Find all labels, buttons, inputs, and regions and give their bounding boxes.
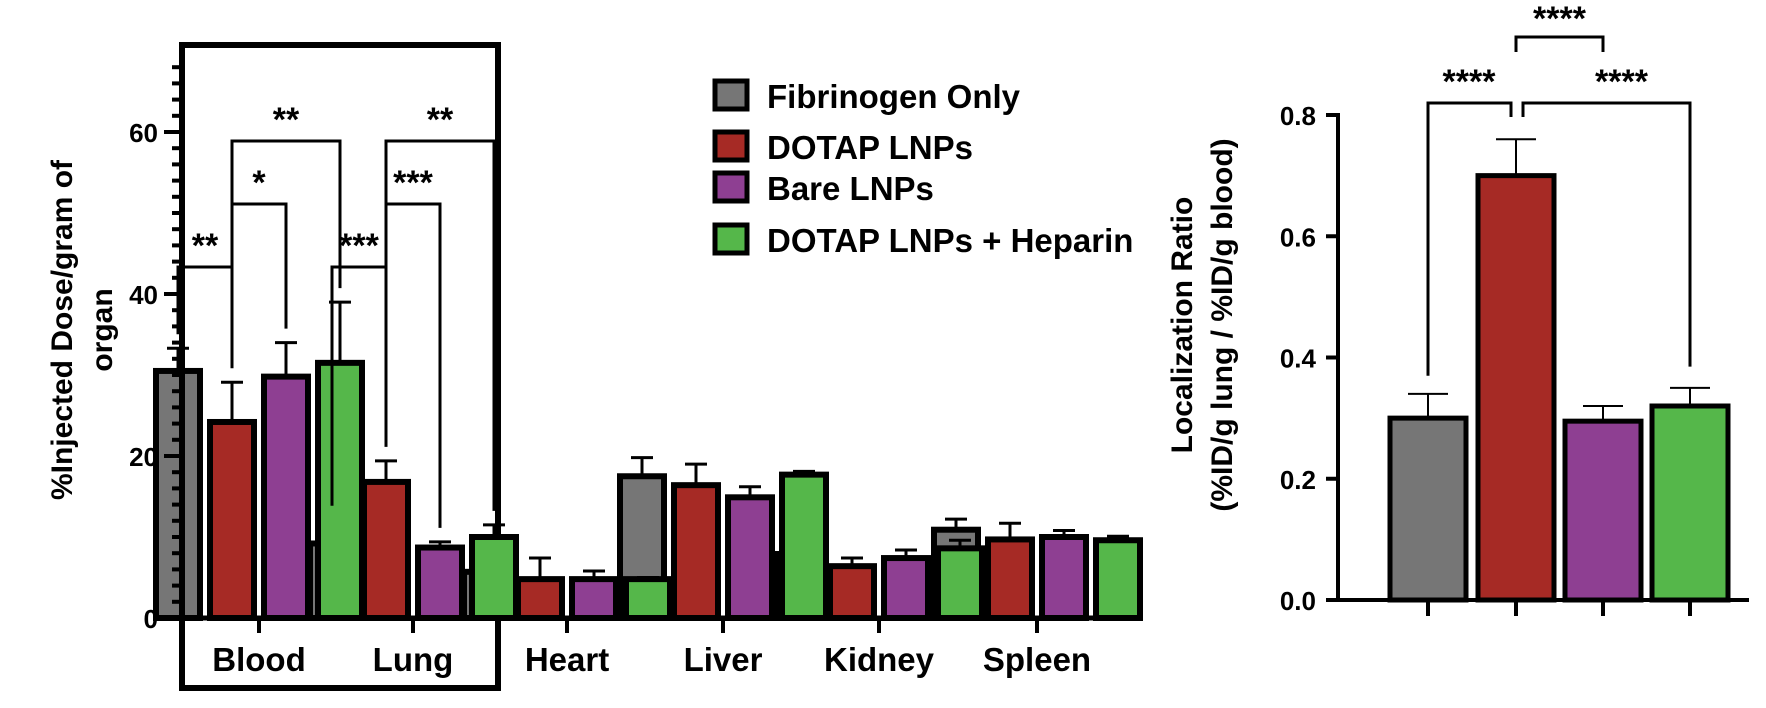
y-axis-title-line2: organ [86,288,119,371]
legend-swatch [712,78,750,112]
bar [569,576,619,621]
x-tick-label: Blood [212,641,305,678]
bar [779,471,829,621]
y-tick-label: 0.6 [1280,222,1316,252]
bar [1387,415,1469,603]
significance-bracket [1426,101,1513,376]
legend-label: Bare LNPs [767,170,934,207]
legend-label: DOTAP LNPs + Heparin [767,222,1133,259]
significance-label: * [252,164,266,202]
bar [1562,418,1644,603]
bar [153,367,203,622]
bar [207,418,257,622]
significance-label: *** [393,164,433,202]
legend-label: Fibrinogen Only [767,78,1021,115]
significance-label: **** [1595,63,1649,101]
bar [315,359,365,621]
significance-bracket [384,139,496,511]
bar [1039,534,1089,621]
x-tick-label: Liver [684,641,763,678]
x-tick-label: Heart [525,641,609,678]
bar [985,536,1035,621]
bar [515,576,565,621]
y-axis-title-line1: %Injected Dose/gram of [46,159,79,500]
legend-swatch [712,222,750,256]
y-tick-label: 0.2 [1280,465,1316,495]
significance-label: **** [1533,0,1587,38]
legend-label: DOTAP LNPs [767,129,973,166]
legend-swatch [712,170,750,204]
y-tick-label: 20 [129,442,158,472]
bar [935,545,985,622]
bar [261,373,311,621]
significance-label: *** [339,227,379,265]
legend-swatch [712,129,750,163]
bar [881,555,931,621]
significance-bracket [330,265,388,506]
y-tick-label: 40 [129,280,158,310]
bar [725,494,775,621]
bar [1093,537,1143,621]
bar [415,544,465,622]
y-axis-title-line2: (%ID/g lung / %ID/g blood) [1206,138,1239,511]
significance-bracket [384,202,442,528]
bar [623,576,673,621]
y-tick-label: 60 [129,118,158,148]
significance-bracket [1521,101,1692,367]
bar [1649,403,1731,603]
y-tick-label: 0 [144,604,158,634]
y-tick-label: 0.8 [1280,101,1316,131]
bar [469,534,519,621]
bar [671,482,721,621]
significance-bracket [230,139,342,289]
significance-label: ** [192,227,219,265]
y-axis-title-line1: Localization Ratio [1166,197,1199,454]
x-tick-label: Lung [373,641,454,678]
x-tick-label: Spleen [983,641,1091,678]
y-tick-label: 0.0 [1280,586,1316,616]
significance-label: ** [427,101,454,139]
x-tick-label: Kidney [824,641,935,678]
significance-label: ** [273,101,300,139]
bar [1475,173,1557,603]
significance-bracket [230,202,288,329]
localization-ratio-chart: 0.0 0.2 0.4 0.6 0.8 Localization Ratio (%ID/g … [1166,0,1749,616]
y-tick-label: 0.4 [1280,344,1317,374]
organ-distribution-chart: 0 20 40 60 Blood Lung Heart Liver Kidney Spleen %I… [46,42,1143,691]
significance-label: **** [1443,63,1497,101]
legend: Fibrinogen Only DOTAP LNPs Bare LNPs DOTAP … [712,78,1133,259]
significance-bracket [1514,35,1605,52]
bar [361,478,411,622]
bar [827,563,877,621]
significance-bracket [176,265,234,369]
